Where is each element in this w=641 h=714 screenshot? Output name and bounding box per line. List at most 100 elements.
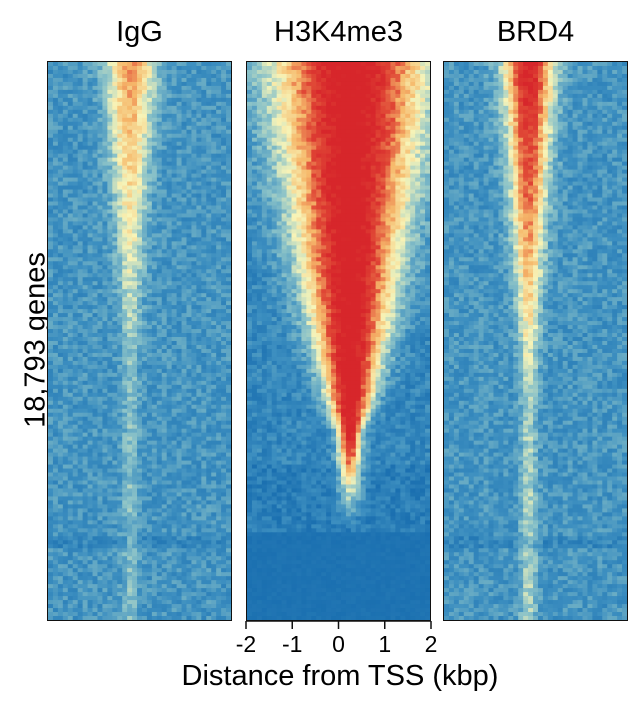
heatmap-cell xyxy=(92,249,99,254)
heatmap-cell xyxy=(181,141,188,147)
heatmap-cell xyxy=(107,488,113,494)
heatmap-cell xyxy=(117,476,123,482)
heatmap-cell xyxy=(211,460,217,466)
heatmap-cell xyxy=(176,564,183,569)
heatmap-cell xyxy=(52,468,59,474)
heatmap-cell xyxy=(211,141,217,147)
heatmap-cell xyxy=(82,81,89,87)
heatmap-cell xyxy=(201,520,207,525)
heatmap-cell xyxy=(211,352,217,358)
heatmap-cell xyxy=(112,229,118,234)
heatmap-cell xyxy=(146,416,153,422)
heatmap-cell xyxy=(52,556,59,561)
heatmap-cell xyxy=(151,412,158,418)
heatmap-cell xyxy=(52,73,59,79)
heatmap-cell xyxy=(72,93,79,99)
heatmap-cell xyxy=(92,384,99,390)
heatmap-cell xyxy=(77,77,84,83)
heatmap-cell xyxy=(226,117,231,123)
heatmap-cell xyxy=(87,448,94,454)
heatmap-cell xyxy=(112,448,118,454)
heatmap-cell xyxy=(151,233,158,238)
heatmap-cell xyxy=(171,173,178,179)
heatmap-cell xyxy=(211,580,217,585)
heatmap-cell xyxy=(151,500,158,506)
heatmap-cell xyxy=(211,185,217,191)
heatmap-cell xyxy=(151,257,158,262)
heatmap-cell xyxy=(48,141,54,147)
heatmap-cell xyxy=(166,177,173,183)
heatmap-cell xyxy=(221,388,227,394)
heatmap-cell xyxy=(221,285,227,290)
heatmap-cell xyxy=(137,560,143,565)
heatmap-cell xyxy=(191,484,197,490)
heatmap-cell xyxy=(221,408,227,414)
heatmap-cell xyxy=(62,85,69,91)
heatmap-cell xyxy=(176,444,183,450)
heatmap-cell xyxy=(87,157,94,163)
heatmap-cell xyxy=(226,460,231,466)
heatmap-cell xyxy=(112,197,118,203)
heatmap-cell xyxy=(97,596,103,601)
heatmap-cell xyxy=(72,348,79,354)
heatmap-cell xyxy=(176,333,183,338)
heatmap-cell xyxy=(226,352,231,358)
heatmap-cell xyxy=(141,496,148,502)
heatmap-cell xyxy=(181,572,188,577)
heatmap-cell xyxy=(186,205,193,211)
heatmap-cell xyxy=(201,121,207,127)
heatmap-cell xyxy=(226,584,231,589)
heatmap-cell xyxy=(161,360,168,366)
heatmap-cell xyxy=(112,488,118,494)
heatmap-cell xyxy=(132,380,138,386)
heatmap-cell xyxy=(221,560,227,565)
heatmap-cell xyxy=(107,548,113,553)
heatmap-cell xyxy=(226,548,231,553)
heatmap-cell xyxy=(211,305,217,310)
heatmap-cell xyxy=(141,217,148,223)
heatmap-cell xyxy=(87,113,94,119)
heatmap-cell xyxy=(62,376,69,382)
heatmap-cell xyxy=(107,400,113,406)
heatmap-cell xyxy=(206,325,212,330)
heatmap-cell xyxy=(72,109,79,115)
heatmap-cell xyxy=(72,560,79,565)
heatmap-cell xyxy=(77,233,84,238)
heatmap-cell xyxy=(132,432,138,438)
heatmap-cell xyxy=(216,412,222,418)
heatmap-cell xyxy=(92,584,99,589)
heatmap-cell xyxy=(161,352,168,358)
heatmap-cell xyxy=(191,165,197,171)
heatmap-cell xyxy=(72,293,79,298)
heatmap-cell xyxy=(161,500,168,506)
heatmap-cell xyxy=(62,548,69,553)
heatmap-cell xyxy=(166,165,173,171)
heatmap-cell xyxy=(196,149,202,155)
heatmap-cell xyxy=(132,81,138,87)
heatmap-cell xyxy=(206,584,212,589)
heatmap-cell xyxy=(201,321,207,326)
heatmap-cell xyxy=(216,97,222,103)
heatmap-cell xyxy=(201,265,207,270)
heatmap-cell xyxy=(206,213,212,219)
heatmap-cell xyxy=(211,372,217,378)
heatmap-cell xyxy=(226,552,231,557)
heatmap-cell xyxy=(67,161,74,167)
heatmap-cell xyxy=(151,241,158,246)
heatmap-cell xyxy=(77,588,84,593)
heatmap-cell xyxy=(92,193,99,199)
heatmap-cell xyxy=(72,341,79,346)
heatmap-cell xyxy=(181,480,188,486)
heatmap-cell xyxy=(201,576,207,581)
heatmap-cell xyxy=(156,181,163,187)
heatmap-cell xyxy=(181,105,188,111)
heatmap-cell xyxy=(201,592,207,597)
heatmap-cell xyxy=(57,360,64,366)
heatmap-cell xyxy=(216,109,222,115)
heatmap-cell xyxy=(48,384,54,390)
heatmap-cell xyxy=(67,564,74,569)
heatmap-cell xyxy=(226,141,231,147)
heatmap-cell xyxy=(107,532,113,537)
heatmap-cell xyxy=(87,301,94,306)
heatmap-cell xyxy=(112,169,118,175)
